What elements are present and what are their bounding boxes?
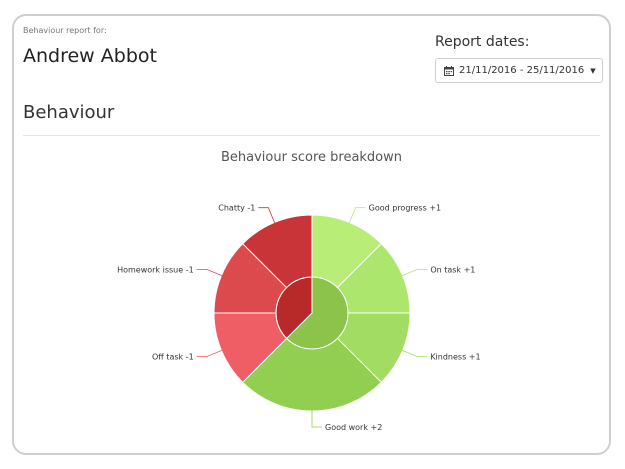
- leader-line-on-task-1: [398, 268, 428, 278]
- label-homework-issue-1: Homework issue -1: [117, 265, 194, 274]
- date-range-text: 21/11/2016 - 25/11/2016: [459, 65, 585, 76]
- divider: [23, 135, 600, 136]
- caret-down-icon: ▼: [590, 66, 596, 75]
- date-range-picker[interactable]: 21/11/2016 - 25/11/2016 ▼: [435, 58, 603, 83]
- label-good-work-2: Good work +2: [325, 423, 382, 432]
- leader-line-off-task-1: [196, 348, 226, 358]
- student-name: Andrew Abbot: [23, 45, 157, 67]
- label-chatty-1: Chatty -1: [218, 204, 255, 213]
- label-kindness-1: Kindness +1: [430, 353, 480, 362]
- outer-slice-chatty-1: [241, 214, 313, 289]
- leader-line-good-work-2: [311, 407, 322, 428]
- calendar-icon: [444, 65, 454, 76]
- chart-title: Behaviour score breakdown: [220, 150, 403, 165]
- report-for-label: Behaviour report for:: [23, 26, 107, 35]
- label-on-task-1: On task +1: [430, 265, 475, 274]
- leader-line-good-progress-1: [347, 207, 366, 227]
- section-title: Behaviour: [23, 102, 115, 123]
- behaviour-sunburst-chart: Good progress +1 On task +1 Kindness +1 Goo…: [117, 204, 481, 432]
- outer-slice-good-work-2: [241, 337, 383, 412]
- leader-line-homework-issue-1: [196, 268, 226, 278]
- leader-line-chatty-1: [258, 207, 277, 227]
- label-off-task-1: Off task -1: [152, 353, 194, 362]
- leader-line-kindness-1: [398, 348, 428, 358]
- behaviour-report-card: Behaviour report for: Andrew Abbot Repor…: [12, 14, 611, 455]
- label-good-progress-1: Good progress +1: [369, 204, 441, 213]
- report-dates-label: Report dates:: [435, 34, 530, 50]
